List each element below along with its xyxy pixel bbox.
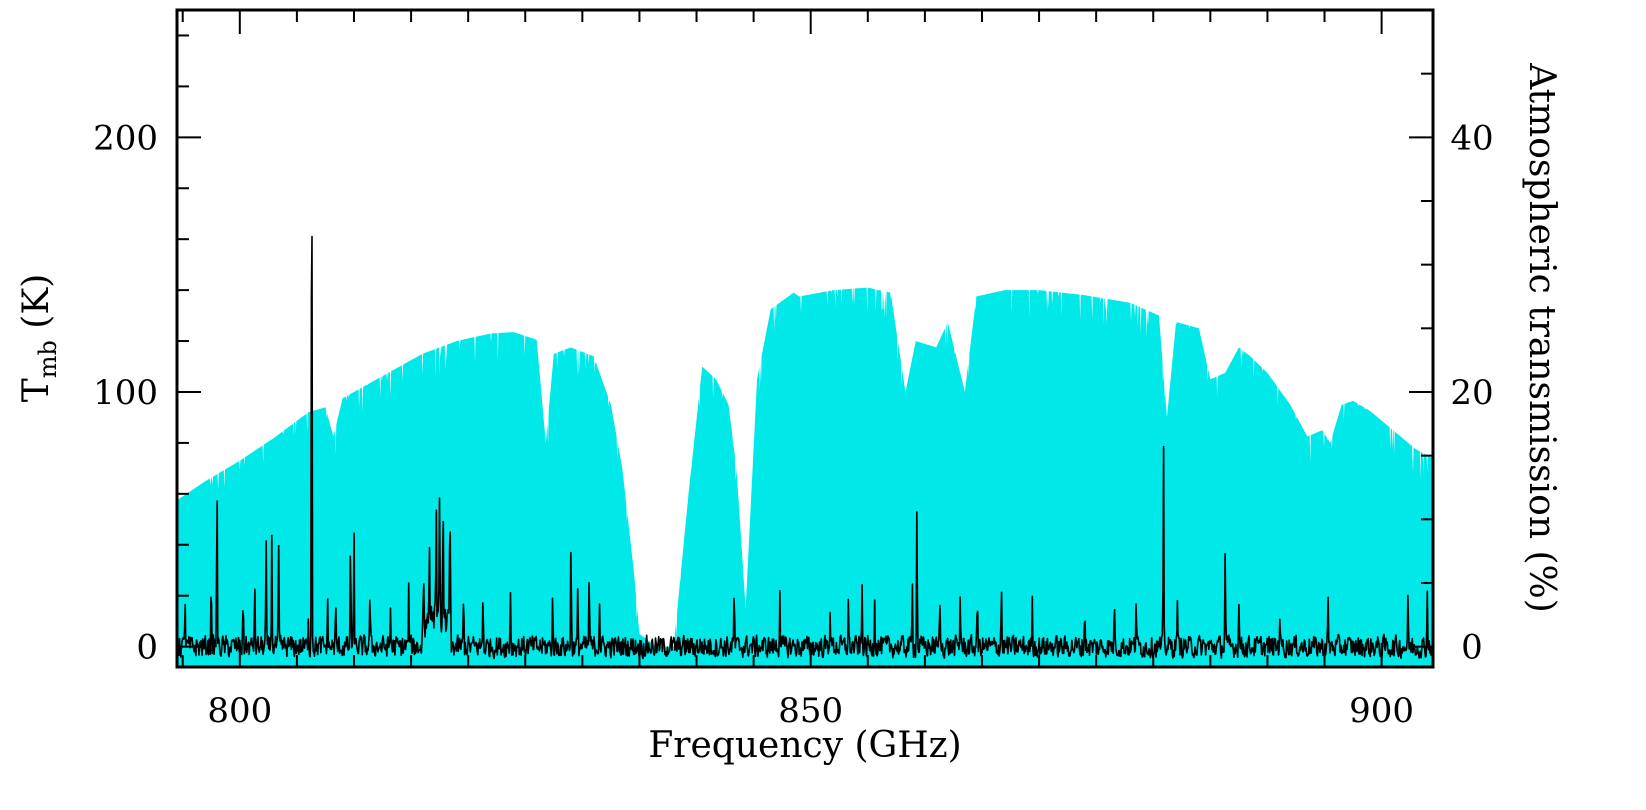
y-left-tick-label: 100 bbox=[93, 373, 158, 413]
axis-ticks bbox=[177, 10, 1433, 667]
x-tick-label: 800 bbox=[207, 691, 272, 731]
transmission-area bbox=[177, 287, 1433, 667]
left-axis-title-main: T bbox=[16, 378, 57, 402]
y-left-tick-label: 0 bbox=[136, 628, 158, 668]
tick-labels: 800 850 900 0 100 200 0 20 40 bbox=[93, 118, 1494, 731]
x-axis-title: Frequency (GHz) bbox=[648, 725, 961, 766]
y-right-tick-label: 20 bbox=[1450, 373, 1493, 413]
left-axis-title-unit: (K) bbox=[16, 274, 57, 340]
y-right-tick-label: 0 bbox=[1461, 628, 1483, 668]
right-axis-title: Atmospheric transmission (%) bbox=[1521, 62, 1562, 613]
y-right-tick-label: 40 bbox=[1450, 118, 1493, 158]
left-axis-title: Tmb (K) bbox=[16, 274, 62, 403]
y-left-tick-label: 200 bbox=[93, 118, 158, 158]
plot-area bbox=[177, 235, 1433, 667]
spectrum-line bbox=[177, 235, 1433, 660]
plot-frame bbox=[175, 8, 1435, 669]
x-tick-label: 900 bbox=[1349, 691, 1414, 731]
x-tick-label: 850 bbox=[778, 691, 843, 731]
left-axis-title-sub: mb bbox=[34, 340, 62, 378]
